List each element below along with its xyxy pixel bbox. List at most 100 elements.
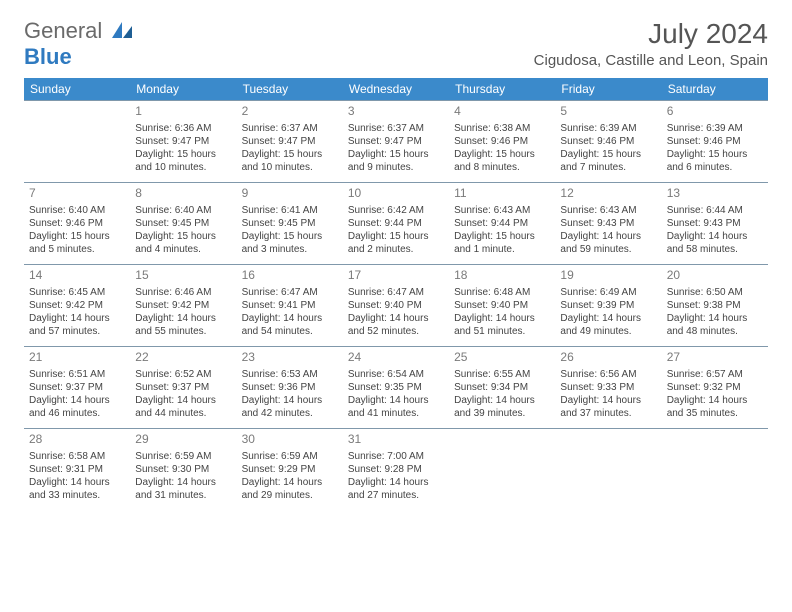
page-header: General Blue July 2024 Cigudosa, Castill… [24,18,768,70]
sunset-text: Sunset: 9:35 PM [348,381,444,394]
calendar-day-cell: 25Sunrise: 6:55 AMSunset: 9:34 PMDayligh… [449,347,555,429]
sunrise-text: Sunrise: 6:44 AM [667,204,763,217]
day-number: 26 [560,350,656,366]
sunset-text: Sunset: 9:45 PM [135,217,231,230]
sunrise-text: Sunrise: 6:59 AM [242,450,338,463]
day-number: 24 [348,350,444,366]
calendar-day-cell: 24Sunrise: 6:54 AMSunset: 9:35 PMDayligh… [343,347,449,429]
day-number: 1 [135,104,231,120]
daylight-text: Daylight: 14 hours and 55 minutes. [135,312,231,338]
calendar-week-row: 28Sunrise: 6:58 AMSunset: 9:31 PMDayligh… [24,429,768,511]
sunset-text: Sunset: 9:37 PM [135,381,231,394]
sunrise-text: Sunrise: 6:46 AM [135,286,231,299]
sunrise-text: Sunrise: 6:37 AM [242,122,338,135]
day-header: Saturday [662,78,768,101]
daylight-text: Daylight: 14 hours and 57 minutes. [29,312,125,338]
calendar-day-cell: 16 Sunrise: 6:47 AMSunset: 9:41 PMDayligh… [237,265,343,347]
day-number: 6 [667,104,763,120]
daylight-text: Daylight: 14 hours and 52 minutes. [348,312,444,338]
daylight-text: Daylight: 15 hours and 6 minutes. [667,148,763,174]
calendar-day-cell: 1Sunrise: 6:36 AMSunset: 9:47 PMDaylight… [130,101,236,183]
logo: General Blue [24,18,132,70]
sunset-text: Sunset: 9:36 PM [242,381,338,394]
calendar-body: 1Sunrise: 6:36 AMSunset: 9:47 PMDaylight… [24,101,768,511]
day-number: 13 [667,186,763,202]
sunset-text: Sunset: 9:44 PM [348,217,444,230]
sunrise-text: Sunrise: 6:41 AM [242,204,338,217]
title-block: July 2024 Cigudosa, Castille and Leon, S… [534,18,768,69]
day-number: 15 [135,268,231,284]
day-number: 18 [454,268,550,284]
day-header: Friday [555,78,661,101]
daylight-text: Daylight: 14 hours and 33 minutes. [29,476,125,502]
day-number: 17 [348,268,444,284]
day-header: Tuesday [237,78,343,101]
daylight-text: Daylight: 14 hours and 41 minutes. [348,394,444,420]
sunset-text: Sunset: 9:37 PM [29,381,125,394]
calendar-week-row: 21Sunrise: 6:51 AMSunset: 9:37 PMDayligh… [24,347,768,429]
daylight-text: Daylight: 14 hours and 27 minutes. [348,476,444,502]
sunset-text: Sunset: 9:34 PM [454,381,550,394]
day-number: 5 [560,104,656,120]
sunrise-text: Sunrise: 6:39 AM [560,122,656,135]
daylight-text: Daylight: 15 hours and 1 minute. [454,230,550,256]
daylight-text: Daylight: 14 hours and 54 minutes. [242,312,338,338]
sunrise-text: Sunrise: 6:47 AM [242,286,338,299]
calendar-week-row: 1Sunrise: 6:36 AMSunset: 9:47 PMDaylight… [24,101,768,183]
calendar-day-cell [449,429,555,511]
day-number: 12 [560,186,656,202]
sunset-text: Sunset: 9:40 PM [348,299,444,312]
sunset-text: Sunset: 9:38 PM [667,299,763,312]
sunset-text: Sunset: 9:41 PM [242,299,338,312]
daylight-text: Daylight: 15 hours and 10 minutes. [242,148,338,174]
calendar-day-cell: 10Sunrise: 6:42 AMSunset: 9:44 PMDayligh… [343,183,449,265]
calendar-day-cell: 7Sunrise: 6:40 AMSunset: 9:46 PMDaylight… [24,183,130,265]
daylight-text: Daylight: 15 hours and 3 minutes. [242,230,338,256]
sunset-text: Sunset: 9:32 PM [667,381,763,394]
sunrise-text: Sunrise: 6:48 AM [454,286,550,299]
sunset-text: Sunset: 9:47 PM [135,135,231,148]
sunset-text: Sunset: 9:44 PM [454,217,550,230]
sunset-text: Sunset: 9:28 PM [348,463,444,476]
sunset-text: Sunset: 9:30 PM [135,463,231,476]
calendar-day-cell: 30Sunrise: 6:59 AMSunset: 9:29 PMDayligh… [237,429,343,511]
sunrise-text: Sunrise: 6:40 AM [29,204,125,217]
day-number: 22 [135,350,231,366]
day-header-row: Sunday Monday Tuesday Wednesday Thursday… [24,78,768,101]
daylight-text: Daylight: 14 hours and 31 minutes. [135,476,231,502]
day-number: 8 [135,186,231,202]
sunrise-text: Sunrise: 6:59 AM [135,450,231,463]
sunrise-text: Sunrise: 6:37 AM [348,122,444,135]
calendar-day-cell: 12Sunrise: 6:43 AMSunset: 9:43 PMDayligh… [555,183,661,265]
calendar-day-cell: 9Sunrise: 6:41 AMSunset: 9:45 PMDaylight… [237,183,343,265]
sunset-text: Sunset: 9:46 PM [560,135,656,148]
day-number: 29 [135,432,231,448]
sunset-text: Sunset: 9:43 PM [560,217,656,230]
daylight-text: Daylight: 15 hours and 9 minutes. [348,148,444,174]
calendar-day-cell [24,101,130,183]
sunset-text: Sunset: 9:29 PM [242,463,338,476]
calendar-day-cell: 20Sunrise: 6:50 AMSunset: 9:38 PMDayligh… [662,265,768,347]
logo-text-2: Blue [24,44,72,69]
daylight-text: Daylight: 15 hours and 10 minutes. [135,148,231,174]
sunrise-text: Sunrise: 6:49 AM [560,286,656,299]
logo-text: General Blue [24,18,132,70]
day-number: 25 [454,350,550,366]
day-number: 19 [560,268,656,284]
calendar-day-cell: 28Sunrise: 6:58 AMSunset: 9:31 PMDayligh… [24,429,130,511]
sunrise-text: Sunrise: 6:56 AM [560,368,656,381]
sunset-text: Sunset: 9:33 PM [560,381,656,394]
calendar-day-cell: 4Sunrise: 6:38 AMSunset: 9:46 PMDaylight… [449,101,555,183]
day-number: 16 [242,268,338,284]
calendar-day-cell: 17Sunrise: 6:47 AMSunset: 9:40 PMDayligh… [343,265,449,347]
daylight-text: Daylight: 14 hours and 49 minutes. [560,312,656,338]
calendar-table: Sunday Monday Tuesday Wednesday Thursday… [24,78,768,511]
calendar-day-cell: 22Sunrise: 6:52 AMSunset: 9:37 PMDayligh… [130,347,236,429]
calendar-day-cell: 31Sunrise: 7:00 AMSunset: 9:28 PMDayligh… [343,429,449,511]
day-header: Wednesday [343,78,449,101]
day-header: Thursday [449,78,555,101]
calendar-day-cell: 8Sunrise: 6:40 AMSunset: 9:45 PMDaylight… [130,183,236,265]
sunrise-text: Sunrise: 6:43 AM [454,204,550,217]
sunset-text: Sunset: 9:43 PM [667,217,763,230]
sunset-text: Sunset: 9:47 PM [242,135,338,148]
